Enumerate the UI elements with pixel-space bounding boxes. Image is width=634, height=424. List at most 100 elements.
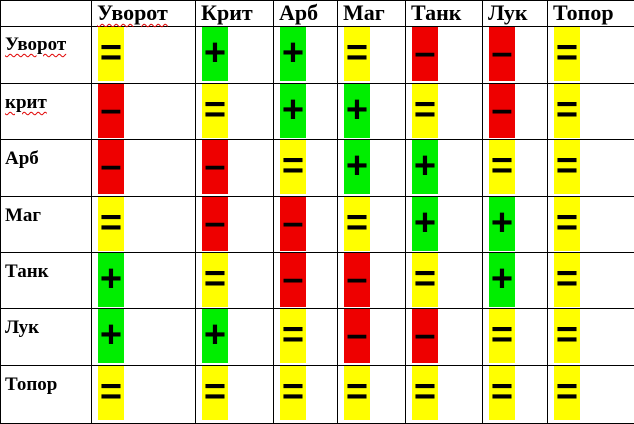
matchup-cell: – — [196, 197, 274, 253]
matchup-mark: = — [554, 253, 580, 307]
matchup-mark: = — [202, 253, 228, 307]
matchup-cell: + — [274, 84, 338, 140]
matchup-mark: + — [344, 84, 370, 138]
matchup-cell: – — [274, 197, 338, 253]
matchup-mark: = — [280, 366, 306, 420]
matchup-cell: = — [274, 309, 338, 366]
matchup-cell: = — [548, 84, 634, 140]
matchup-cell: – — [338, 309, 406, 366]
matchup-mark: – — [98, 84, 124, 138]
matchup-mark: – — [98, 140, 124, 194]
row-header-label: Топор — [5, 374, 57, 395]
table-row: Топор = = = = = = = — [1, 366, 634, 424]
matchup-mark: = — [98, 366, 124, 420]
matchup-cell: = — [406, 366, 483, 424]
matchup-mark: = — [344, 27, 370, 81]
matchup-mark: = — [412, 84, 438, 138]
table-row: Уворот=++=––= — [1, 27, 634, 84]
matchup-mark: = — [280, 309, 306, 363]
matchup-cell: + — [338, 140, 406, 197]
matchup-cell: + — [406, 140, 483, 197]
matchup-mark: + — [412, 197, 438, 251]
matchup-cell: – — [92, 140, 196, 197]
matchup-cell: + — [483, 197, 548, 253]
matchup-cell: = — [548, 253, 634, 309]
matchup-cell: = — [483, 140, 548, 197]
matchup-mark: + — [344, 140, 370, 194]
matchup-cell: – — [274, 253, 338, 309]
matchup-cell: + — [483, 253, 548, 309]
matchup-mark: = — [489, 140, 515, 194]
matchup-cell: – — [338, 253, 406, 309]
matchup-mark: = — [489, 366, 515, 420]
matchup-mark: = — [344, 197, 370, 251]
matchup-mark: – — [489, 84, 515, 138]
matchup-mark: = — [98, 197, 124, 251]
row-header-label: Танк — [5, 261, 49, 282]
matchup-mark: + — [489, 253, 515, 307]
matchup-mark: – — [280, 253, 306, 307]
table-row: Лук++=––== — [1, 309, 634, 366]
matchup-cell: = — [483, 309, 548, 366]
table-row: крит–=++=–= — [1, 84, 634, 140]
column-header: Маг — [338, 1, 406, 27]
matchup-mark: = — [554, 309, 580, 363]
matchup-mark: + — [280, 27, 306, 81]
matchup-cell: = — [196, 84, 274, 140]
row-header-label: Лук — [5, 317, 39, 338]
matchup-cell: + — [196, 309, 274, 366]
matchup-mark: + — [98, 309, 124, 363]
column-header: Арб — [274, 1, 338, 27]
matchup-cell: – — [406, 309, 483, 366]
column-header: Уворот — [92, 1, 196, 27]
matchup-cell: + — [338, 84, 406, 140]
matchup-cell: = — [338, 366, 406, 424]
matchup-cell: = — [483, 366, 548, 424]
matchup-mark: = — [554, 27, 580, 81]
table-row: Арб––=++== — [1, 140, 634, 197]
matchup-cell: = — [196, 366, 274, 424]
matchup-cell: = — [92, 27, 196, 84]
table-row: Маг=––=++= — [1, 197, 634, 253]
matchup-mark: = — [489, 309, 515, 363]
row-header-label: Арб — [5, 148, 39, 169]
matchup-mark: = — [554, 366, 580, 420]
row-header: Маг — [1, 197, 92, 253]
row-header: Лук — [1, 309, 92, 366]
matchup-cell: = — [274, 366, 338, 424]
matchup-cell: = — [548, 197, 634, 253]
matchup-cell: + — [196, 27, 274, 84]
row-header-label: Уворот — [5, 34, 66, 55]
matchup-cell: = — [92, 197, 196, 253]
matchup-mark: = — [412, 366, 438, 420]
matchup-cell: + — [92, 253, 196, 309]
matchup-cell: = — [92, 366, 196, 424]
matchup-cell: – — [92, 84, 196, 140]
matchup-mark: + — [280, 84, 306, 138]
matchup-cell: = — [406, 253, 483, 309]
matchup-mark: + — [412, 140, 438, 194]
matchup-cell: – — [196, 140, 274, 197]
matchup-mark: + — [202, 27, 228, 81]
matchup-mark: – — [344, 253, 370, 307]
matchup-mark: = — [554, 197, 580, 251]
matchup-cell: = — [406, 84, 483, 140]
matchup-mark: – — [489, 27, 515, 81]
matchup-cell: + — [406, 197, 483, 253]
matchup-mark: + — [98, 253, 124, 307]
matchup-mark: = — [344, 366, 370, 420]
row-header: Арб — [1, 140, 92, 197]
matchup-mark: = — [202, 366, 228, 420]
matchup-mark: = — [202, 84, 228, 138]
matchup-mark: – — [202, 140, 228, 194]
matchup-cell: + — [274, 27, 338, 84]
matchup-mark: – — [412, 27, 438, 81]
column-header: Топор — [548, 1, 634, 27]
row-header-label: крит — [5, 92, 47, 113]
matchup-mark: = — [554, 140, 580, 194]
matchup-mark: = — [554, 84, 580, 138]
matchup-mark: = — [98, 27, 124, 81]
table-row: Танк+=––=+= — [1, 253, 634, 309]
matchup-cell: = — [338, 197, 406, 253]
